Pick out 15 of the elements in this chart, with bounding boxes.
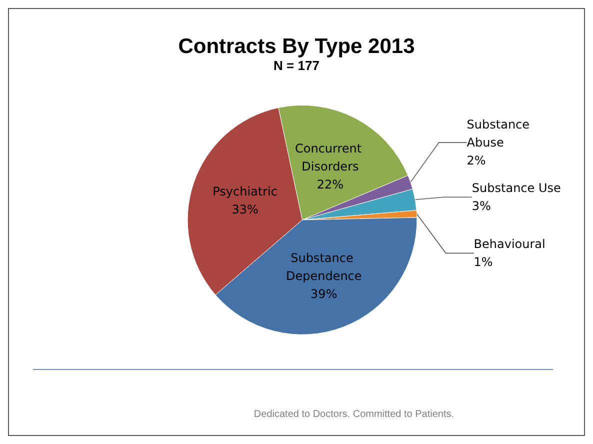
data-label: 39%	[310, 287, 338, 302]
data-label: 22%	[316, 177, 344, 192]
data-label: 1%	[474, 255, 493, 270]
slice-label: Substance Dependence	[286, 251, 362, 284]
slice-label: Substance Abuse	[466, 118, 534, 150]
slice-label: Substance Use	[472, 181, 561, 196]
chart-title: Contracts By Type 2013	[178, 35, 415, 58]
slice-label: Psychiatric	[212, 184, 278, 199]
data-label: 2%	[466, 154, 486, 168]
slice-label: Behavioural	[474, 237, 546, 252]
chart-subtitle: N = 177	[274, 58, 320, 73]
data-label: 33%	[232, 202, 258, 217]
text: Dedicated to Doctors. Committed to Patients.	[254, 409, 454, 420]
slice-label: Concurrent Disorders	[294, 141, 366, 174]
data-label: 3%	[472, 199, 491, 214]
